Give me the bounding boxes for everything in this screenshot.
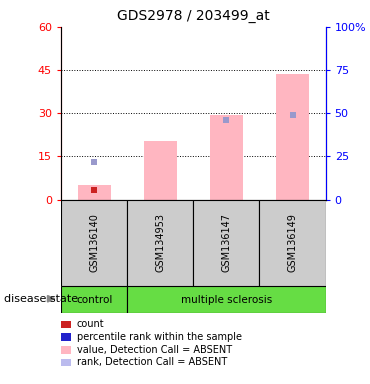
Text: multiple sclerosis: multiple sclerosis bbox=[181, 295, 272, 305]
Title: GDS2978 / 203499_at: GDS2978 / 203499_at bbox=[117, 9, 270, 23]
Text: GSM136149: GSM136149 bbox=[287, 214, 297, 272]
Bar bbox=[194, 200, 259, 286]
Text: count: count bbox=[77, 319, 105, 329]
Bar bbox=[127, 286, 326, 313]
Bar bbox=[144, 141, 177, 200]
Text: percentile rank within the sample: percentile rank within the sample bbox=[77, 332, 242, 342]
Text: disease state: disease state bbox=[4, 294, 78, 304]
Bar bbox=[61, 286, 127, 313]
Bar bbox=[259, 200, 326, 286]
Bar bbox=[276, 74, 309, 200]
Text: value, Detection Call = ABSENT: value, Detection Call = ABSENT bbox=[77, 345, 232, 355]
Text: rank, Detection Call = ABSENT: rank, Detection Call = ABSENT bbox=[77, 358, 227, 367]
Text: control: control bbox=[76, 295, 112, 305]
Bar bbox=[78, 185, 111, 200]
Text: GSM136147: GSM136147 bbox=[221, 214, 231, 272]
Text: GSM134953: GSM134953 bbox=[155, 214, 165, 272]
Bar bbox=[210, 115, 243, 200]
Text: GSM136140: GSM136140 bbox=[89, 214, 99, 272]
Bar bbox=[61, 200, 127, 286]
Bar bbox=[127, 200, 193, 286]
